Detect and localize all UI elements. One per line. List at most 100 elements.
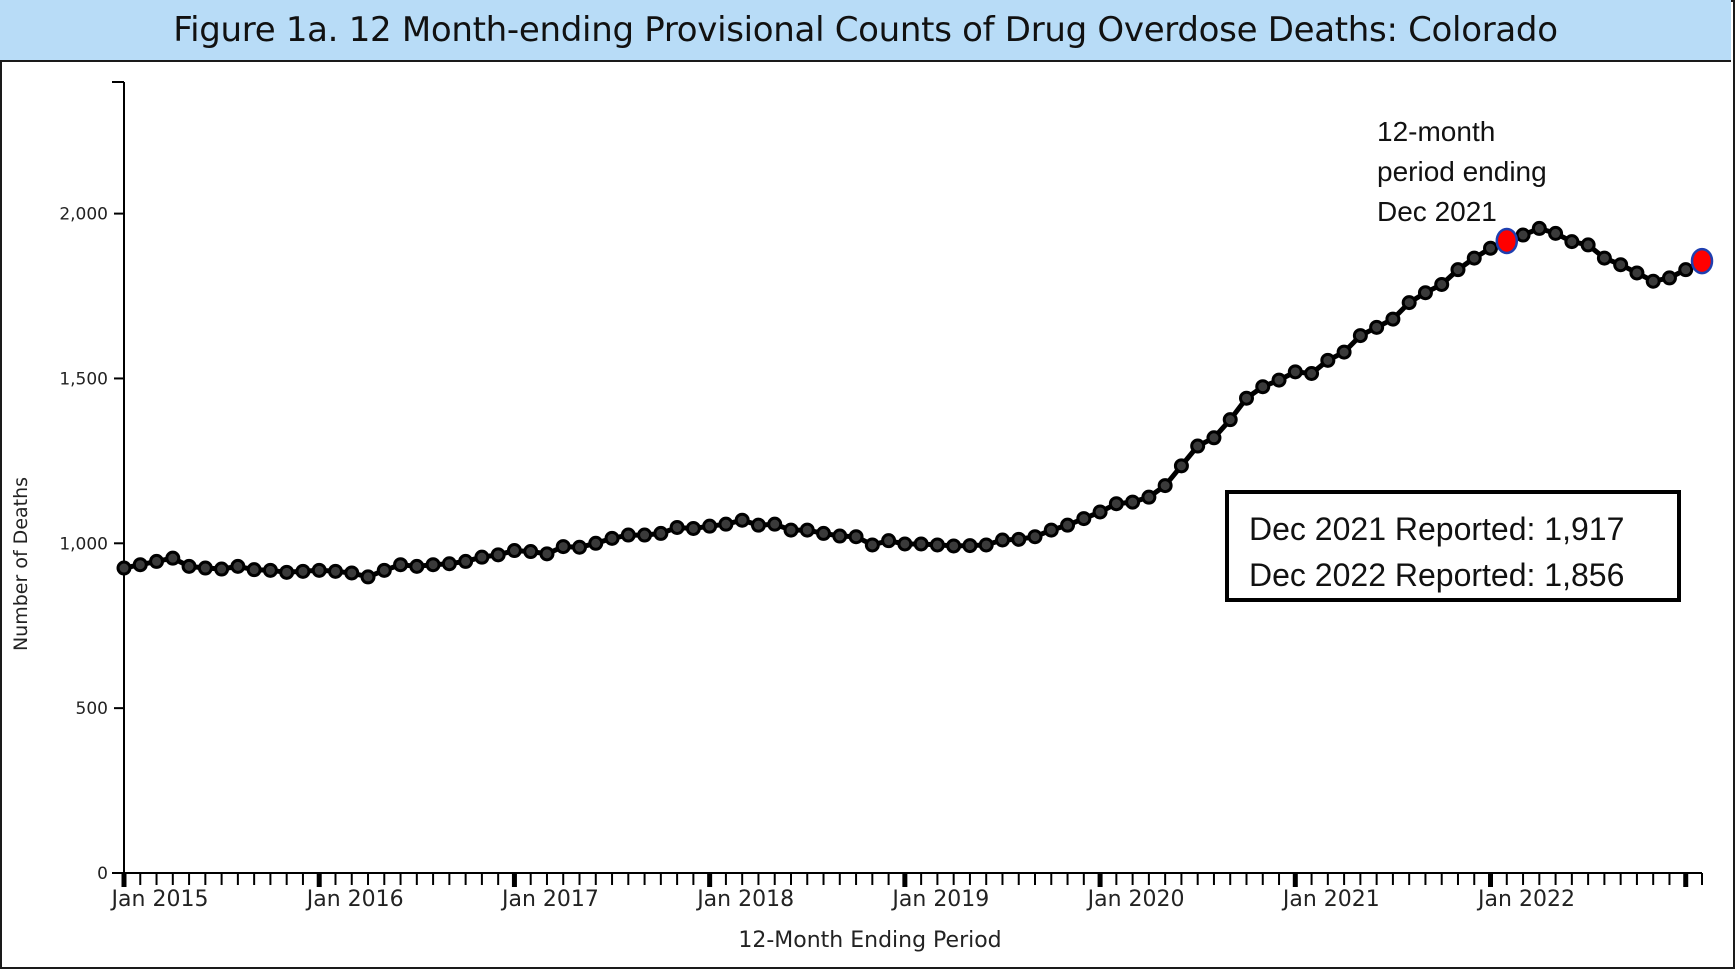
data-point (978, 537, 994, 553)
data-point (523, 544, 539, 560)
data-point (1060, 517, 1076, 533)
data-point (1629, 265, 1645, 281)
data-point (1287, 364, 1303, 380)
data-point (750, 517, 766, 533)
data-point (816, 525, 832, 541)
data-point (881, 533, 897, 549)
data-point (1271, 372, 1287, 388)
data-point (214, 561, 230, 577)
data-point (1580, 237, 1596, 253)
data-point (1613, 257, 1629, 273)
data-point (149, 553, 165, 569)
data-point (311, 562, 327, 578)
data-point (685, 520, 701, 536)
data-point (913, 536, 929, 552)
data-point (279, 564, 295, 580)
y-tick-label: 0 (97, 864, 108, 884)
y-tick-label: 500 (76, 699, 108, 719)
data-point (181, 558, 197, 574)
summary-line-2022: Dec 2022 Reported: 1,856 (1249, 557, 1625, 593)
data-point (1531, 220, 1547, 236)
data-point (1173, 458, 1189, 474)
data-point (718, 516, 734, 532)
data-point (246, 562, 262, 578)
data-point (197, 560, 213, 576)
data-point (702, 518, 718, 534)
data-point (539, 546, 555, 562)
data-point (1645, 273, 1661, 289)
data-point (555, 539, 571, 555)
data-point (1108, 496, 1124, 512)
data-point (604, 530, 620, 546)
data-point (344, 565, 360, 581)
data-point (441, 556, 457, 572)
y-tick-label: 1,500 (59, 369, 108, 389)
data-point (1320, 352, 1336, 368)
data-point (620, 527, 636, 543)
y-axis-label: Number of Deaths (10, 477, 32, 651)
data-point (1401, 295, 1417, 311)
data-point (1483, 240, 1499, 256)
data-point (1190, 438, 1206, 454)
data-point (669, 519, 685, 535)
data-point (458, 553, 474, 569)
axes: 0 500 1,000 1,500 2,000 Jan 2015 Jan 2016 Jan 2… (59, 81, 1703, 912)
data-point (783, 522, 799, 538)
x-tick-label: Jan 2021 (1281, 887, 1380, 912)
data-point (1157, 478, 1173, 494)
data-point (962, 538, 978, 554)
summary-box: Dec 2021 Reported: 1,917 Dec 2022 Report… (1225, 490, 1681, 602)
data-point (1564, 234, 1580, 250)
data-point (295, 563, 311, 579)
data-point (1515, 227, 1531, 243)
data-point (1304, 366, 1320, 382)
y-tick-label: 1,000 (59, 534, 108, 554)
peak-annotation-line: period ending (1377, 156, 1547, 187)
data-point (637, 527, 653, 543)
data-point (360, 569, 376, 585)
data-point (1076, 511, 1092, 527)
data-point (897, 536, 913, 552)
data-point (230, 558, 246, 574)
data-point (1434, 276, 1450, 292)
data-point (799, 522, 815, 538)
data-point (1011, 531, 1027, 547)
data-point (1661, 270, 1677, 286)
data-point (409, 558, 425, 574)
data-point (1206, 430, 1222, 446)
data-point (734, 512, 750, 528)
peak-annotation-line: Dec 2021 (1377, 196, 1497, 227)
data-point (1450, 262, 1466, 278)
title-bar: Figure 1a. 12 Month-ending Provisional C… (0, 0, 1731, 62)
data-point (425, 557, 441, 573)
x-axis-label: 12-Month Ending Period (738, 928, 1001, 953)
figure-title: Figure 1a. 12 Month-ending Provisional C… (173, 10, 1558, 50)
data-point (165, 550, 181, 566)
data-point (1417, 285, 1433, 301)
data-point (474, 549, 490, 565)
data-point (848, 529, 864, 545)
data-point (767, 516, 783, 532)
summary-line-2021: Dec 2021 Reported: 1,917 (1249, 511, 1625, 547)
data-point (262, 562, 278, 578)
data-point (1222, 412, 1238, 428)
data-point (653, 525, 669, 541)
x-tick-label: Jan 2015 (110, 887, 209, 912)
data-point (1125, 494, 1141, 510)
data-point (946, 538, 962, 554)
data-point (1369, 319, 1385, 335)
data-point (116, 560, 132, 576)
data-point (376, 562, 392, 578)
data-point (588, 535, 604, 551)
data-point (1336, 344, 1352, 360)
data-point (132, 557, 148, 573)
data-point (327, 563, 343, 579)
data-point (1466, 250, 1482, 266)
data-point (490, 547, 506, 563)
data-point (1238, 390, 1254, 406)
x-tick-label: Jan 2019 (890, 887, 989, 912)
data-point (572, 539, 588, 555)
data-point (1141, 489, 1157, 505)
data-point (832, 528, 848, 544)
data-points (116, 220, 1714, 585)
